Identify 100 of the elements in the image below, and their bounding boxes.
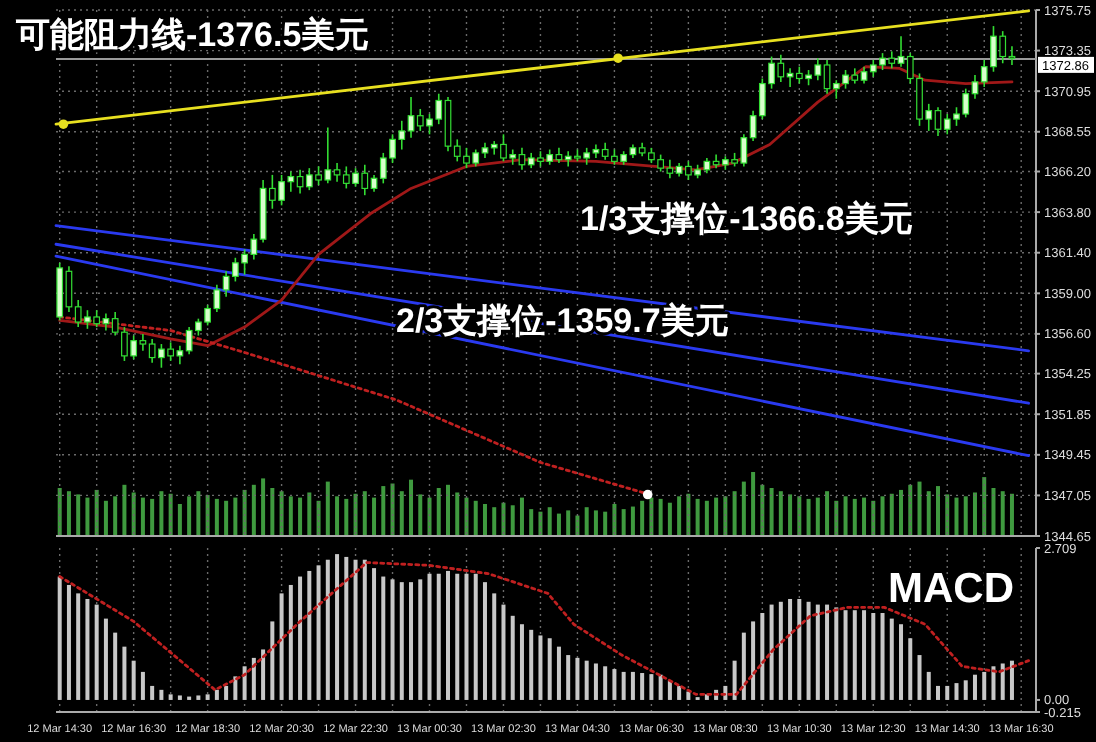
bar — [621, 509, 626, 536]
bar — [834, 607, 839, 700]
bar — [630, 671, 635, 700]
bar — [575, 657, 580, 700]
bar — [168, 694, 173, 700]
bar — [889, 493, 894, 536]
bar — [788, 494, 793, 536]
bar — [418, 494, 423, 536]
bar — [751, 472, 756, 536]
bar — [325, 481, 330, 536]
bar — [409, 582, 414, 700]
bar — [972, 492, 977, 536]
bar — [187, 496, 192, 536]
bar — [621, 671, 626, 700]
bar — [815, 604, 820, 700]
bar — [825, 491, 830, 536]
bar — [917, 655, 922, 700]
bar — [344, 556, 349, 700]
bar — [815, 497, 820, 536]
bar — [159, 689, 164, 700]
bar — [547, 638, 552, 700]
bar — [732, 660, 737, 700]
bar — [270, 621, 275, 700]
bar — [741, 632, 746, 700]
bar — [899, 489, 904, 536]
bar — [1009, 660, 1014, 700]
bar — [233, 676, 238, 700]
bar — [825, 604, 830, 700]
annotation: 1/3支撑位-1366.8美元 — [580, 200, 913, 238]
bar — [140, 671, 145, 700]
bar — [85, 598, 90, 700]
bar — [418, 579, 423, 700]
bar — [926, 671, 931, 700]
bar — [889, 618, 894, 700]
bar — [131, 660, 136, 700]
bar — [362, 559, 367, 700]
bar — [233, 497, 238, 536]
bar — [131, 492, 136, 536]
bar — [584, 507, 589, 536]
bar — [649, 674, 654, 700]
bar — [667, 502, 672, 536]
bar — [658, 674, 663, 700]
bar — [482, 582, 487, 700]
bar — [880, 496, 885, 536]
bar — [390, 579, 395, 700]
bar — [381, 576, 386, 700]
bar — [261, 478, 266, 536]
bar — [214, 498, 219, 536]
bar — [1000, 663, 1005, 700]
bar — [936, 685, 940, 700]
bar — [214, 689, 219, 700]
bar — [242, 666, 247, 700]
bar — [1009, 493, 1014, 536]
bar — [251, 484, 256, 536]
bar — [658, 498, 663, 536]
bar — [140, 497, 145, 536]
bar — [298, 497, 303, 536]
bar — [307, 570, 312, 700]
bar — [436, 488, 441, 536]
bar — [917, 481, 922, 536]
bar — [510, 505, 515, 536]
bar — [926, 491, 931, 536]
bar — [972, 674, 977, 700]
bar — [741, 481, 746, 536]
bar — [769, 604, 774, 700]
bar — [455, 573, 460, 700]
bar — [556, 513, 561, 536]
bar — [677, 496, 682, 536]
bar — [695, 498, 700, 536]
bar — [862, 610, 867, 700]
bar — [372, 497, 377, 536]
bar — [362, 491, 367, 536]
bar — [991, 488, 996, 536]
bar — [843, 610, 848, 700]
bar — [519, 624, 524, 700]
bar — [732, 491, 737, 536]
bar — [677, 685, 682, 700]
bar — [612, 669, 617, 700]
bar — [1000, 491, 1005, 536]
bar — [113, 496, 118, 536]
bar — [325, 559, 330, 700]
bar — [409, 479, 414, 536]
bar — [603, 666, 608, 700]
bar — [788, 598, 793, 700]
bar — [492, 507, 497, 536]
bar — [704, 500, 709, 536]
bar — [852, 610, 857, 700]
bar — [630, 506, 635, 536]
bar — [455, 492, 460, 536]
bar — [224, 685, 229, 700]
bar — [473, 500, 478, 536]
bar — [57, 576, 62, 700]
bar — [871, 613, 876, 700]
bar — [113, 632, 118, 700]
bar — [547, 507, 552, 536]
bar — [963, 680, 968, 700]
bar — [593, 510, 598, 536]
bar — [224, 500, 229, 536]
bar — [963, 496, 968, 536]
bar — [806, 498, 811, 536]
